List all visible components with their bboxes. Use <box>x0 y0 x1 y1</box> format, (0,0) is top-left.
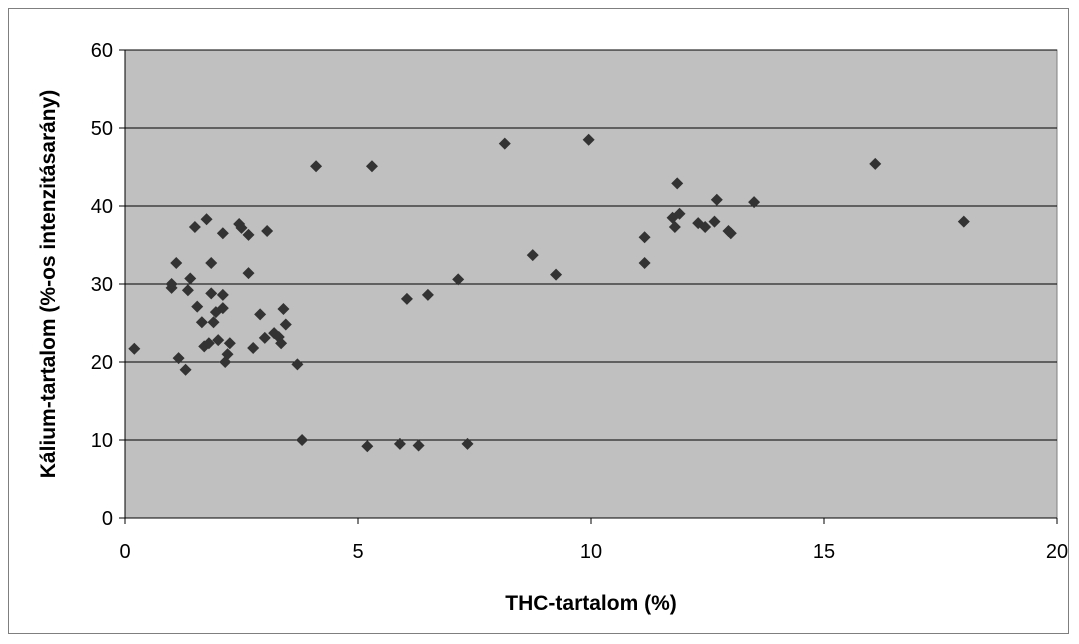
data-point <box>400 292 413 305</box>
data-point <box>550 268 563 281</box>
data-point <box>724 227 737 240</box>
data-point <box>172 352 185 365</box>
data-point <box>708 215 721 228</box>
data-point <box>296 434 309 446</box>
data-point <box>216 288 229 301</box>
x-axis-title: THC-tartalom (%) <box>505 592 677 615</box>
data-point <box>242 228 255 241</box>
data-point <box>526 249 539 262</box>
y-tick-label: 30 <box>91 274 113 296</box>
data-point <box>205 287 218 300</box>
data-point <box>279 318 292 331</box>
data-point <box>748 196 761 209</box>
data-point <box>170 256 183 269</box>
data-points <box>128 133 970 453</box>
data-point <box>291 358 304 371</box>
data-point <box>361 440 374 453</box>
data-point <box>310 160 323 173</box>
x-tick-label: 5 <box>352 541 363 563</box>
data-point <box>254 308 267 321</box>
data-point <box>277 302 290 315</box>
data-point <box>223 337 236 350</box>
data-point <box>365 160 378 173</box>
data-point <box>181 284 194 297</box>
y-tick-labels: 0 10 20 30 40 50 60 <box>91 40 113 530</box>
y-tick-label: 50 <box>91 118 113 140</box>
data-point <box>184 272 197 285</box>
x-tick-label: 20 <box>1046 541 1068 563</box>
data-point <box>202 337 215 350</box>
data-point <box>638 231 651 244</box>
data-point <box>412 439 425 452</box>
data-point <box>673 207 686 220</box>
data-point <box>221 348 234 361</box>
data-point <box>207 316 220 329</box>
data-point <box>957 215 970 228</box>
data-point <box>200 213 213 226</box>
data-point <box>212 334 225 347</box>
data-point <box>498 137 511 150</box>
x-tick-label: 0 <box>119 541 130 563</box>
data-point <box>699 221 712 234</box>
y-axis-title: Kálium-tartalom (%-os intenzitásarány) <box>37 90 60 479</box>
x-tick-label: 10 <box>580 541 602 563</box>
data-point <box>216 302 229 315</box>
y-tick-label: 0 <box>102 508 113 530</box>
data-point <box>165 278 178 290</box>
data-point <box>235 221 248 234</box>
x-tick-label: 15 <box>813 541 835 563</box>
data-point <box>128 342 141 355</box>
data-point <box>393 437 406 450</box>
data-point <box>247 341 260 354</box>
data-point <box>242 267 255 280</box>
data-point <box>188 221 201 234</box>
data-point <box>869 157 882 170</box>
data-point <box>421 288 434 301</box>
data-point <box>205 256 218 269</box>
data-point <box>452 273 465 286</box>
data-point <box>638 256 651 269</box>
data-point <box>671 177 684 190</box>
data-point <box>216 227 229 240</box>
data-point <box>179 363 192 376</box>
axes <box>119 49 1058 524</box>
data-point <box>582 133 595 146</box>
data-point <box>275 337 288 350</box>
data-point <box>668 221 681 234</box>
gridlines <box>125 49 1057 441</box>
data-point <box>261 224 274 237</box>
y-tick-label: 20 <box>91 352 113 374</box>
data-point <box>710 193 723 206</box>
y-tick-label: 10 <box>91 430 113 452</box>
data-point <box>258 331 271 344</box>
data-point <box>195 316 208 329</box>
data-point <box>191 300 204 313</box>
data-point <box>461 437 474 450</box>
y-tick-label: 60 <box>91 40 113 62</box>
x-tick-labels: 0 5 10 15 20 <box>119 541 1068 563</box>
y-tick-label: 40 <box>91 196 113 218</box>
